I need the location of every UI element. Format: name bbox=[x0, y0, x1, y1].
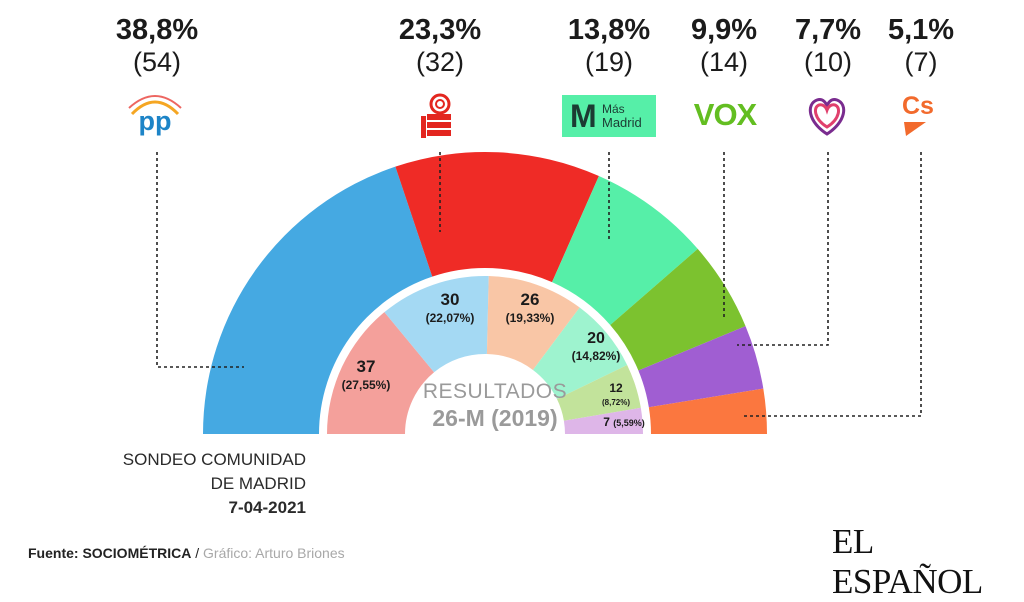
seats-label: (10) bbox=[803, 47, 852, 77]
source-credit: Fuente: SOCIOMÉTRICA / Gráfico: Arturo B… bbox=[28, 545, 345, 561]
el-espanol-logo: EL ESPAÑOL bbox=[832, 522, 983, 601]
seats-label: (32) bbox=[415, 47, 464, 77]
cs-logo-text: Cs bbox=[902, 92, 934, 120]
party-header-mas-madrid: 13,8% (19) bbox=[544, 14, 674, 78]
mas-madrid-m-icon: M bbox=[570, 98, 597, 134]
inner-pct-cs: (19,33%) bbox=[506, 311, 555, 325]
outer-segment-vox bbox=[610, 248, 746, 371]
poll-date: 7-04-2021 bbox=[228, 498, 306, 517]
source-name: SOCIOMÉTRICA bbox=[82, 545, 192, 561]
pct-label: 9,9% bbox=[690, 14, 758, 46]
outer-segment-cs bbox=[648, 388, 767, 434]
pct-label: 23,3% bbox=[398, 14, 482, 46]
outer-segment-unidas-podemos bbox=[638, 326, 764, 408]
inner-segment-podemos bbox=[563, 407, 643, 434]
pct-label: 13,8% bbox=[567, 14, 651, 46]
inner-pct-pp: (22,07%) bbox=[426, 311, 475, 325]
seats-label: (14) bbox=[699, 47, 748, 77]
inner-seats-cs: 26 bbox=[521, 290, 540, 309]
mas-madrid-line1: Más bbox=[602, 102, 625, 116]
inner-arc-labels: 37 (27,55%) 30 (22,07%) 26 (19,33%) 20 (14,82%)… bbox=[342, 290, 645, 429]
inner-seats-vox: 12 bbox=[609, 381, 623, 395]
leader-line-unidas-podemos bbox=[737, 152, 829, 346]
party-header-cs: 5,1% (7) bbox=[856, 14, 986, 78]
cs-logo-icon: Cs bbox=[902, 92, 934, 136]
pct-label: 38,8% bbox=[115, 14, 199, 46]
inner-segment-vox bbox=[556, 364, 641, 421]
outer-segment-pp bbox=[203, 166, 433, 434]
inner-seats-m-s-madrid: 20 bbox=[587, 330, 605, 347]
poll-title-line2: DE MADRID bbox=[210, 474, 306, 493]
pct-label: 5,1% bbox=[887, 14, 955, 46]
pct-label: 7,7% bbox=[794, 14, 862, 46]
leader-line-cs bbox=[744, 152, 922, 417]
party-header-podemos: 7,7% (10) bbox=[763, 14, 893, 78]
source-prefix: Fuente: bbox=[28, 545, 79, 561]
seats-label: (7) bbox=[904, 47, 938, 77]
party-header-psoe: 23,3% (32) bbox=[375, 14, 505, 78]
heart-logo-icon bbox=[808, 98, 846, 136]
parliament-chart: 37 (27,55%) 30 (22,07%) 26 (19,33%) 20 (14,82%)… bbox=[156, 152, 922, 434]
inner-pct-psoe: (27,55%) bbox=[342, 378, 391, 392]
mas-madrid-logo: M Más Madrid bbox=[562, 95, 656, 137]
leader-line-pp bbox=[156, 152, 244, 368]
inner-pct-m-s-madrid: (14,82%) bbox=[572, 349, 621, 363]
inner-seats-psoe: 37 bbox=[357, 357, 376, 376]
inner-label-podemos: 7 (5,59%) bbox=[603, 415, 645, 429]
results-title-line2: 26-M (2019) bbox=[432, 405, 558, 431]
inner-segment-psoe bbox=[327, 312, 435, 434]
results-title-line1: RESULTADOS bbox=[422, 380, 568, 403]
inner-segment-m-s-madrid bbox=[532, 307, 628, 400]
inner-seats-pp: 30 bbox=[441, 290, 460, 309]
outer-segment-m-s-madrid bbox=[552, 176, 698, 326]
party-header-pp: 38,8% (54) bbox=[92, 14, 222, 78]
leader-lines bbox=[156, 152, 922, 417]
vox-logo-icon: VOX bbox=[694, 97, 759, 132]
poll-title-line1: SONDEO COMUNIDAD bbox=[122, 450, 306, 469]
pp-logo-text: pp bbox=[139, 106, 172, 136]
inner-segment-pp bbox=[384, 276, 489, 373]
source-separator: / bbox=[195, 545, 200, 561]
mas-madrid-line2: Madrid bbox=[602, 115, 642, 130]
outer-arc-poll bbox=[203, 152, 767, 434]
psoe-fist-rose-icon bbox=[421, 93, 451, 138]
pp-logo-icon: pp bbox=[128, 95, 182, 136]
party-header-vox: 9,9% (14) bbox=[659, 14, 789, 78]
graphic-credit: Gráfico: Arturo Briones bbox=[203, 545, 345, 561]
inner-pct-vox: (8,72%) bbox=[602, 398, 630, 407]
seats-label: (19) bbox=[584, 47, 633, 77]
outer-segment-psoe bbox=[395, 152, 599, 283]
inner-segment-cs bbox=[486, 276, 580, 370]
chart-stage: 37 (27,55%) 30 (22,07%) 26 (19,33%) 20 (14,82%)… bbox=[28, 14, 986, 601]
inner-arc-results-2019 bbox=[327, 276, 643, 434]
poll-title: SONDEO COMUNIDAD DE MADRID 7-04-2021 bbox=[123, 448, 306, 520]
seats-label: (54) bbox=[132, 47, 181, 77]
vox-logo-text: VOX bbox=[694, 97, 758, 132]
